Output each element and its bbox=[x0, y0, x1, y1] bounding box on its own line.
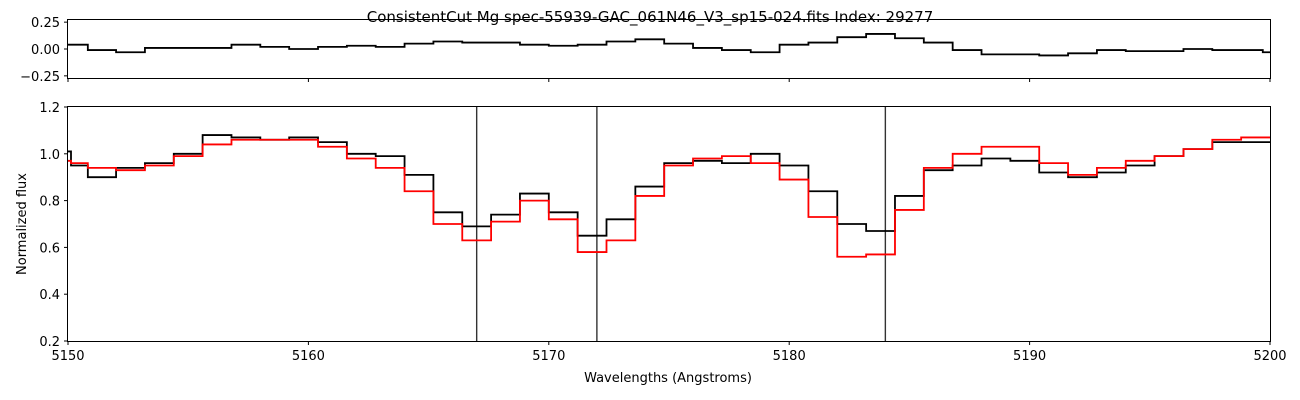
y-tick-label: 0.4 bbox=[39, 288, 60, 303]
x-axis-label: Wavelengths (Angstroms) bbox=[584, 371, 752, 386]
chart-title: ConsistentCut Mg spec-55939-GAC_061N46_V… bbox=[367, 8, 934, 27]
y-tick-label: 0.6 bbox=[39, 241, 60, 256]
x-tick-label: 5200 bbox=[1253, 349, 1286, 364]
y-tick-label: 0.2 bbox=[39, 335, 60, 350]
y-tick-label: 1.0 bbox=[39, 148, 60, 163]
residual-series-line bbox=[68, 33, 1270, 57]
y-tick-label: 0.8 bbox=[39, 195, 60, 210]
x-tick-label: 5170 bbox=[532, 349, 565, 364]
x-tick-label: 5180 bbox=[773, 349, 806, 364]
x-tick-label: 5160 bbox=[292, 349, 325, 364]
spectrum-axes-frame bbox=[67, 106, 1271, 342]
residual-y-tick-label: −0.25 bbox=[20, 70, 60, 85]
residual-y-tick-label: 0.00 bbox=[31, 43, 60, 58]
spectrum-panel: 0.2 0.4 0.6 0.8 1.0 1.2 5150 5160 5170 5180 5190 52… bbox=[15, 101, 1287, 386]
y-axis-label: Normalized flux bbox=[15, 173, 30, 275]
residual-panel: −0.25 0.00 0.25 bbox=[20, 16, 1271, 85]
x-tick-label: 5150 bbox=[51, 349, 84, 364]
residual-y-tick-label: 0.25 bbox=[31, 16, 60, 31]
observed-flux-line bbox=[68, 134, 1270, 237]
x-tick-label: 5190 bbox=[1013, 349, 1046, 364]
residual-axes-frame bbox=[67, 19, 1271, 79]
y-tick-label: 1.2 bbox=[39, 101, 60, 116]
model-flux-line bbox=[68, 136, 1270, 258]
